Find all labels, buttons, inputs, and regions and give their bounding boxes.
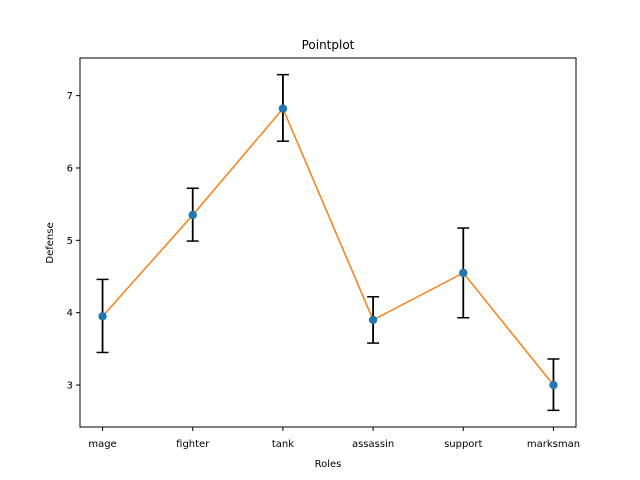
x-tick-label: marksman bbox=[527, 439, 580, 450]
data-point-marksman bbox=[549, 380, 558, 390]
plot-layer bbox=[96, 73, 560, 412]
y-tick-label: 7 bbox=[67, 91, 73, 102]
x-tick-label: tank bbox=[272, 439, 294, 450]
y-axis-label: Defense bbox=[45, 222, 56, 263]
x-tick-label: mage bbox=[88, 439, 116, 450]
data-point-fighter bbox=[188, 210, 197, 220]
x-tick-label: assassin bbox=[352, 439, 394, 450]
y-tick-label: 3 bbox=[67, 381, 73, 392]
x-axis-label: Roles bbox=[315, 459, 342, 470]
chart-title: Pointplot bbox=[302, 38, 355, 52]
y-tick-label: 4 bbox=[67, 308, 73, 319]
x-tick-label: fighter bbox=[176, 439, 210, 450]
y-tick-label: 6 bbox=[67, 163, 73, 174]
data-point-tank bbox=[278, 104, 288, 113]
x-tick-label: support bbox=[444, 439, 482, 450]
y-tick-label: 5 bbox=[67, 236, 73, 247]
data-point-assassin bbox=[368, 315, 378, 325]
data-point-mage bbox=[98, 312, 107, 321]
axes-frame bbox=[79, 57, 577, 428]
x-axis: mage fighter tank assassin support marksman bbox=[88, 427, 580, 450]
data-point-support bbox=[459, 268, 468, 278]
series-line bbox=[101, 107, 555, 386]
y-axis: 3 4 5 6 7 bbox=[67, 91, 80, 392]
